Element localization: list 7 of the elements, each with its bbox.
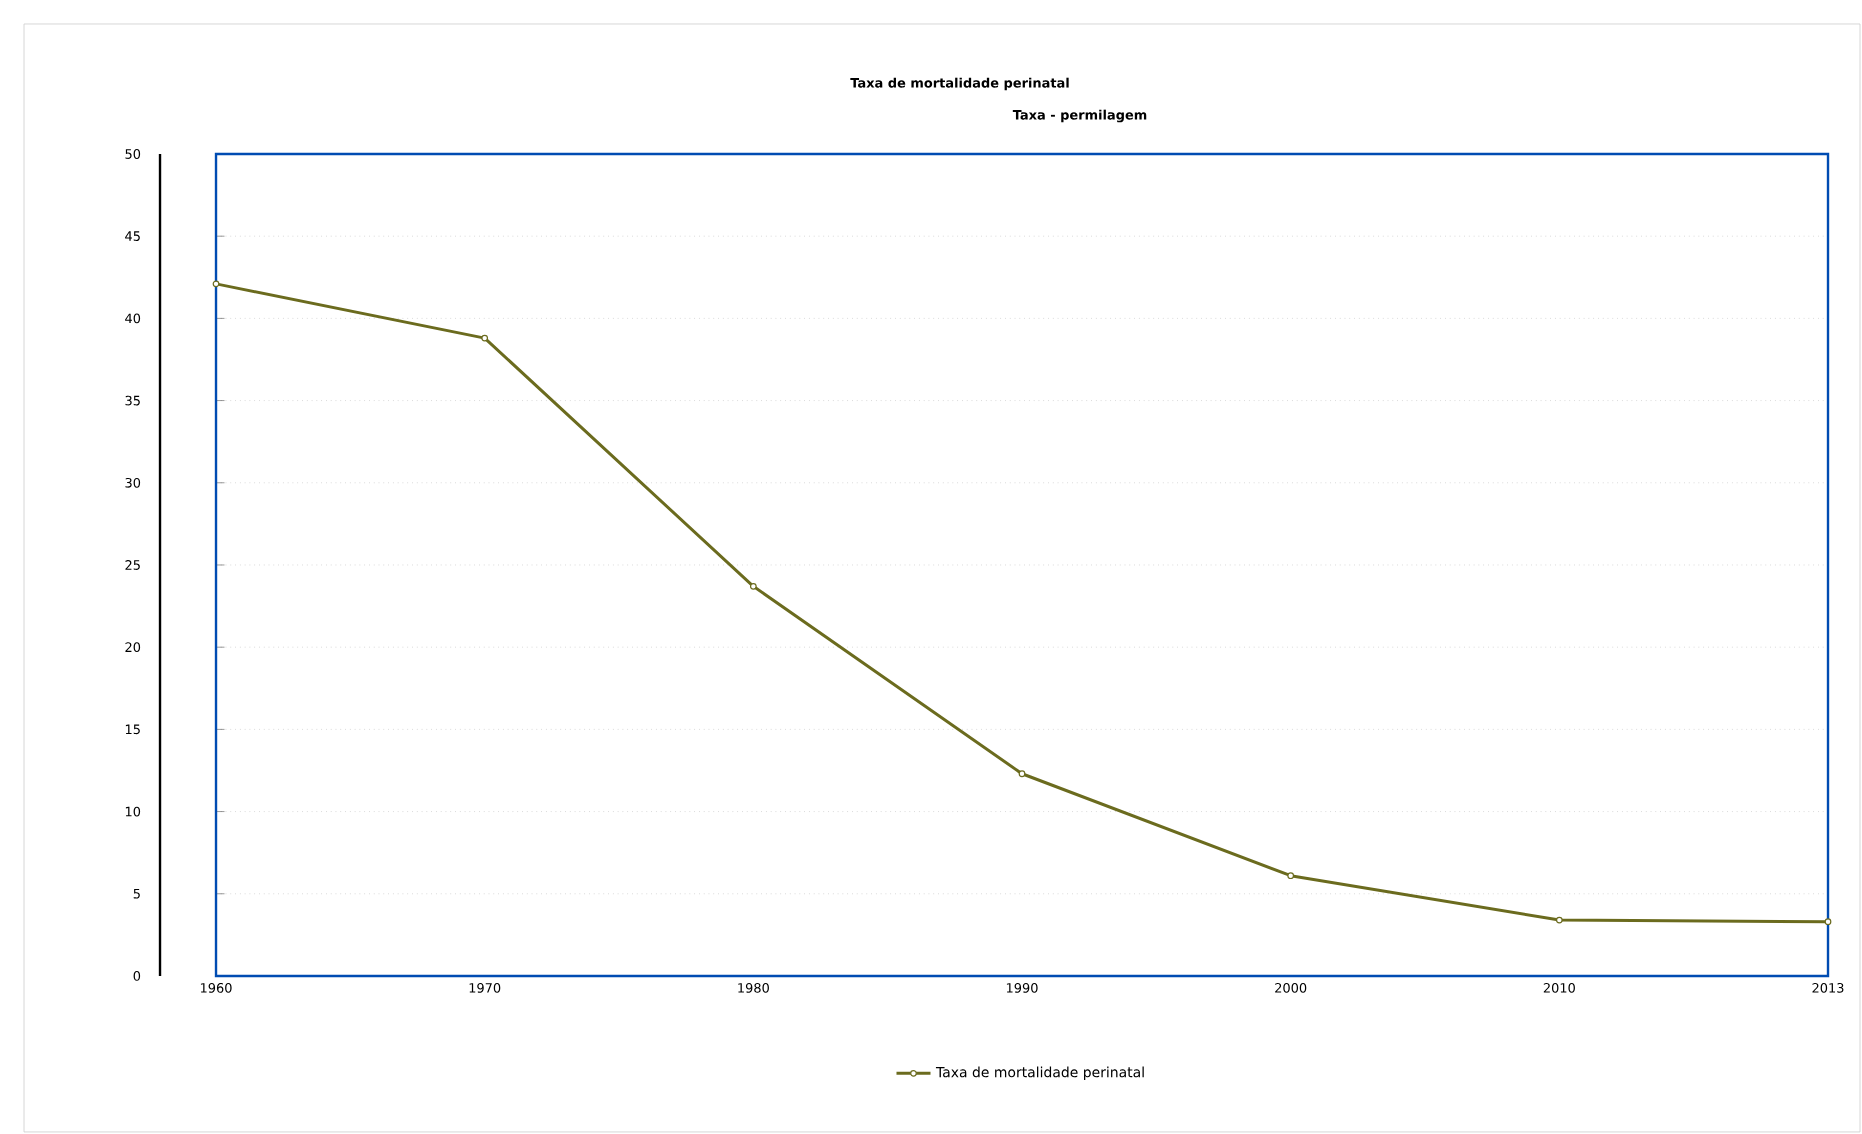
point — [1824, 918, 1832, 926]
point — [1555, 916, 1563, 924]
point — [749, 582, 757, 590]
point — [1287, 872, 1295, 880]
point — [212, 280, 220, 288]
point — [1018, 770, 1026, 778]
point — [481, 334, 489, 342]
